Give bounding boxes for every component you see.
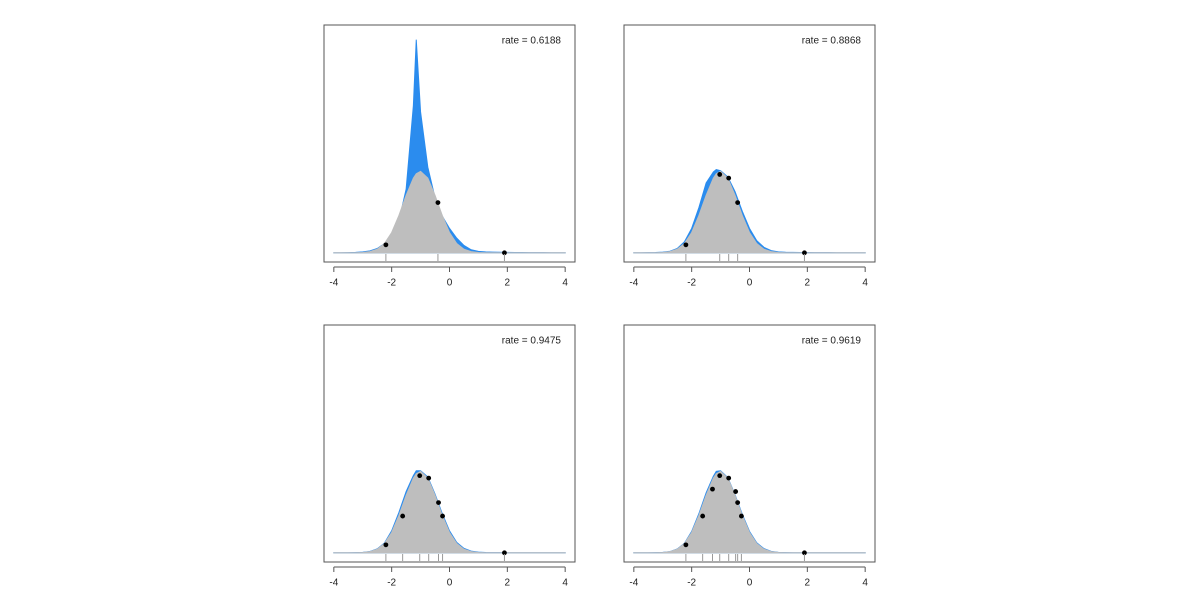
x-tick-label: 2 xyxy=(805,578,811,589)
sample-point xyxy=(735,500,741,505)
x-tick-label: -2 xyxy=(387,278,396,289)
plot-frame xyxy=(623,24,876,263)
sample-point xyxy=(733,489,739,494)
annotation: rate = 0.9619 xyxy=(802,336,862,347)
plot-frame xyxy=(323,324,576,563)
sample-point xyxy=(435,200,441,205)
annotation: rate = 0.9475 xyxy=(502,336,562,347)
sample-point xyxy=(683,242,689,248)
sample-point xyxy=(426,475,432,481)
sample-point xyxy=(400,513,406,519)
x-tick-label: 0 xyxy=(447,278,453,289)
panel: -4 -2 0 2 4 rate = 0.9475 xyxy=(323,324,576,589)
sample-point xyxy=(739,513,744,519)
sample-point xyxy=(502,250,507,256)
x-tick-label: 0 xyxy=(447,578,453,589)
x-tick-label: -2 xyxy=(387,578,396,589)
sample-point xyxy=(710,486,715,492)
sample-point xyxy=(700,513,706,519)
annotation: rate = 0.6188 xyxy=(502,36,562,47)
sample-point xyxy=(802,550,807,556)
sample-point xyxy=(802,250,807,256)
sample-point xyxy=(735,200,741,205)
x-tick-label: 4 xyxy=(862,278,868,289)
plot-area xyxy=(633,168,866,256)
sample-point xyxy=(502,550,507,556)
sample-point xyxy=(417,473,423,479)
x-tick-label: 2 xyxy=(505,278,511,289)
density-area xyxy=(633,470,866,554)
sample-point xyxy=(383,242,389,248)
panel: -4 -2 0 2 4 rate = 0.9619 xyxy=(623,324,876,589)
sample-point xyxy=(440,513,445,519)
x-tick-label: -4 xyxy=(329,278,338,289)
x-tick-label: 4 xyxy=(562,578,568,589)
sample-point xyxy=(726,475,732,481)
plot-area xyxy=(333,470,566,556)
annotation: rate = 0.8868 xyxy=(802,36,862,47)
x-tick-label: 4 xyxy=(562,278,568,289)
panel: -4 -2 0 2 4 rate = 0.6188 xyxy=(323,24,576,289)
sample-point xyxy=(683,542,689,548)
x-tick-label: -2 xyxy=(687,578,696,589)
plot-frame xyxy=(323,24,576,263)
sample-point xyxy=(717,473,723,479)
plot-area xyxy=(633,470,866,556)
sample-point xyxy=(383,542,389,548)
sample-point xyxy=(726,175,732,181)
density-area xyxy=(333,39,566,254)
x-tick-label: 2 xyxy=(805,278,811,289)
plot-frame xyxy=(623,324,876,563)
x-tick-label: 4 xyxy=(862,578,868,589)
x-tick-label: -2 xyxy=(687,278,696,289)
sample-point xyxy=(717,172,723,177)
x-tick-label: -4 xyxy=(329,578,338,589)
sample-point xyxy=(436,500,441,505)
x-tick-label: 0 xyxy=(747,278,753,289)
panel: -4 -2 0 2 4 rate = 0.8868 xyxy=(623,24,876,289)
density-area xyxy=(333,170,566,254)
x-tick-label: -4 xyxy=(629,578,638,589)
density-area xyxy=(633,170,866,254)
x-tick-label: 0 xyxy=(747,578,753,589)
plot-area xyxy=(333,39,566,256)
density-area xyxy=(333,470,566,554)
x-tick-label: 2 xyxy=(505,578,511,589)
x-tick-label: -4 xyxy=(629,278,638,289)
